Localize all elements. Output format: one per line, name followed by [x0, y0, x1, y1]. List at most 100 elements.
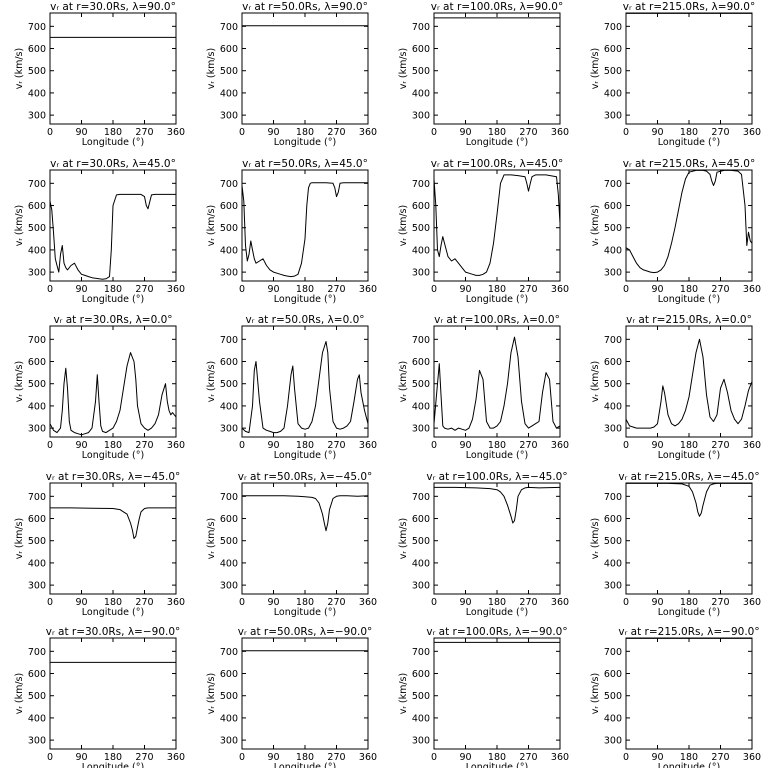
- x-tick-label: 270: [135, 284, 153, 295]
- y-tick-label: 600: [220, 669, 238, 680]
- y-tick-label: 600: [28, 201, 46, 212]
- y-tick-label: 300: [604, 581, 622, 592]
- y-tick-label: 300: [28, 736, 46, 747]
- y-tick-label: 300: [28, 111, 46, 122]
- y-tick-label: 300: [28, 581, 46, 592]
- x-axis-label: Longitude (°): [274, 607, 336, 618]
- x-tick-label: 0: [623, 127, 629, 138]
- y-tick-label: 700: [220, 22, 238, 33]
- plot-frame: [433, 325, 561, 438]
- panel-title: vᵣ at r=30.0Rs, λ=−45.0°: [46, 471, 181, 483]
- y-axis-label: vᵣ (km/s): [590, 361, 601, 402]
- x-tick-label: 0: [239, 127, 245, 138]
- x-axis-label: Longitude (°): [82, 137, 144, 148]
- x-tick-label: 360: [743, 440, 761, 451]
- x-tick-label: 90: [459, 597, 471, 608]
- y-tick-label: 500: [604, 223, 622, 234]
- x-tick-label: 270: [135, 597, 153, 608]
- x-tick-label: 180: [104, 284, 122, 295]
- x-axis-label: Longitude (°): [466, 294, 528, 305]
- x-tick-label: 180: [680, 752, 698, 763]
- x-tick-label: 90: [459, 127, 471, 138]
- y-tick-label: 600: [604, 514, 622, 525]
- x-axis-label: Longitude (°): [82, 762, 144, 768]
- y-tick-label: 600: [220, 201, 238, 212]
- x-tick-label: 180: [488, 127, 506, 138]
- y-axis-label: vᵣ (km/s): [590, 518, 601, 559]
- series-line: [241, 182, 368, 278]
- x-tick-label: 270: [327, 127, 345, 138]
- x-tick-label: 270: [711, 440, 729, 451]
- x-tick-label: 0: [431, 597, 437, 608]
- y-tick-label: 600: [28, 357, 46, 368]
- y-tick-label: 700: [604, 179, 622, 190]
- x-tick-label: 0: [623, 440, 629, 451]
- y-tick-label: 600: [220, 357, 238, 368]
- panel-title: vᵣ at r=215.0Rs, λ=90.0°: [623, 1, 755, 13]
- x-tick-label: 0: [47, 440, 53, 451]
- y-tick-label: 400: [28, 88, 46, 99]
- series-line: [626, 482, 752, 517]
- y-tick-label: 400: [28, 245, 46, 256]
- series-line: [49, 193, 176, 280]
- plot-frame: [433, 169, 561, 282]
- series-line: [433, 174, 561, 276]
- y-tick-label: 600: [604, 201, 622, 212]
- x-tick-label: 90: [651, 752, 663, 763]
- series-line: [241, 341, 369, 434]
- plot-frame: [241, 169, 369, 282]
- x-tick-label: 360: [551, 752, 569, 763]
- y-tick-label: 700: [220, 179, 238, 190]
- y-tick-label: 700: [412, 179, 430, 190]
- y-tick-label: 600: [604, 669, 622, 680]
- y-tick-label: 500: [28, 379, 46, 390]
- y-tick-label: 500: [604, 536, 622, 547]
- x-tick-label: 90: [75, 284, 87, 295]
- x-tick-label: 270: [135, 440, 153, 451]
- chart-panel: vᵣ at r=30.0Rs, λ=0.0° 300 400 500 600 700 0 90…: [14, 314, 185, 461]
- chart-panel: vᵣ at r=50.0Rs, λ=45.0° 300 400 500 600 700 0 9…: [206, 158, 377, 305]
- x-tick-label: 270: [135, 127, 153, 138]
- x-tick-label: 90: [75, 597, 87, 608]
- x-tick-label: 360: [743, 752, 761, 763]
- panel-title: vᵣ at r=100.0Rs, λ=45.0°: [431, 158, 563, 170]
- x-tick-label: 270: [711, 752, 729, 763]
- x-tick-label: 360: [167, 284, 185, 295]
- y-tick-label: 600: [412, 201, 430, 212]
- plot-frame: [241, 325, 369, 438]
- chart-panel: vᵣ at r=215.0Rs, λ=0.0° 300 400 500 600 700 0 9…: [590, 314, 761, 461]
- y-tick-label: 500: [220, 536, 238, 547]
- x-tick-label: 360: [359, 440, 377, 451]
- y-tick-label: 500: [412, 66, 430, 77]
- x-tick-label: 90: [459, 284, 471, 295]
- y-tick-label: 400: [412, 245, 430, 256]
- y-axis-label: vᵣ (km/s): [206, 673, 217, 714]
- panel-title: vᵣ at r=50.0Rs, λ=0.0°: [245, 314, 364, 326]
- plot-frame: [625, 169, 753, 282]
- x-tick-label: 360: [167, 127, 185, 138]
- panel-title: vᵣ at r=100.0Rs, λ=−45.0°: [426, 471, 567, 483]
- x-tick-label: 360: [551, 597, 569, 608]
- y-tick-label: 300: [28, 268, 46, 279]
- x-tick-label: 360: [359, 127, 377, 138]
- y-tick-label: 700: [412, 22, 430, 33]
- x-tick-label: 90: [267, 597, 279, 608]
- y-tick-label: 400: [412, 713, 430, 724]
- x-tick-label: 90: [267, 127, 279, 138]
- x-tick-label: 360: [743, 127, 761, 138]
- x-tick-label: 180: [104, 597, 122, 608]
- panel-title: vᵣ at r=30.0Rs, λ=45.0°: [50, 158, 176, 170]
- x-tick-label: 270: [519, 127, 537, 138]
- x-tick-label: 180: [680, 127, 698, 138]
- chart-panel: vᵣ at r=30.0Rs, λ=45.0° 300 400 500 600 700 0 9…: [14, 158, 185, 305]
- y-tick-label: 700: [220, 647, 238, 658]
- y-tick-label: 400: [604, 88, 622, 99]
- x-axis-label: Longitude (°): [466, 450, 528, 461]
- x-tick-label: 270: [519, 752, 537, 763]
- x-tick-label: 180: [680, 284, 698, 295]
- series-line: [49, 352, 177, 436]
- x-tick-label: 90: [75, 127, 87, 138]
- y-tick-label: 500: [604, 379, 622, 390]
- x-tick-label: 180: [104, 440, 122, 451]
